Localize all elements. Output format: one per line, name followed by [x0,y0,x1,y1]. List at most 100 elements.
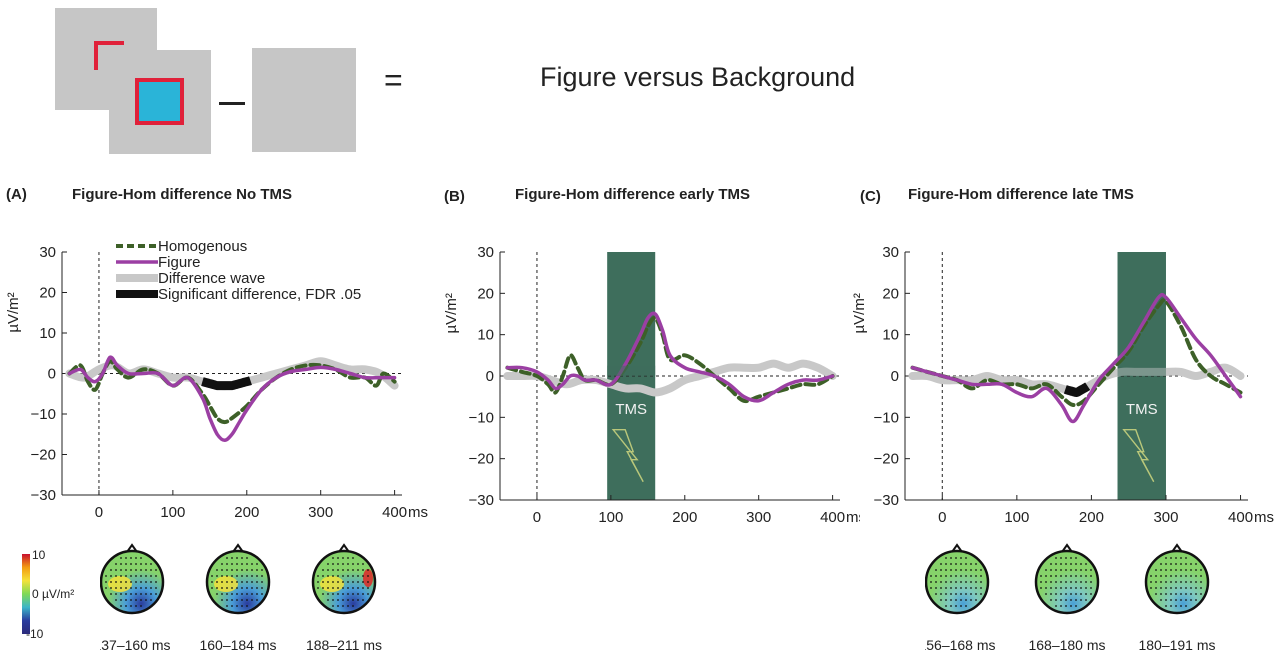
electrode-dot [1085,569,1087,571]
electrode-dot [140,605,142,607]
electrode-dot [1085,563,1087,565]
legend-label: Figure [158,254,201,271]
electrode-dot [256,575,258,577]
legend-swatch-homogenous [116,241,158,251]
electrode-dot [1180,593,1182,595]
electrode-dot [347,605,349,607]
electrode-dot [352,587,354,589]
electrode-dot [935,581,937,583]
electrode-dot [357,569,359,571]
electrode-dot [261,569,263,571]
electrode-dot [1050,593,1052,595]
electrode-dot [1050,563,1052,565]
electrode-dot [955,563,957,565]
electrode-dot [130,605,132,607]
y-tick-label: 20 [882,285,899,302]
electrode-dot [362,563,364,565]
topomap: 137–160 ms [100,545,171,653]
electrode-dot [1065,557,1067,559]
electrode-dot [1060,593,1062,595]
electrode-dot [347,569,349,571]
electrode-dot [327,563,329,565]
electrode-dot [150,581,152,583]
y-tick-label: 30 [477,244,494,261]
y-axis-label: µV/m² [851,293,868,333]
electrode-dot [211,575,213,577]
electrode-dot [1070,605,1072,607]
electrode-dot [1165,569,1167,571]
electrode-dot [105,581,107,583]
electrode-dot [135,605,137,607]
electrode-dot [1060,587,1062,589]
electrode-dot [1045,581,1047,583]
electrode-dot [135,575,137,577]
electrode-dot [1075,557,1077,559]
electrode-dot [1045,569,1047,571]
electrode-dot [110,569,112,571]
electrode-dot [1190,587,1192,589]
topomap-time-label: 180–191 ms [1138,637,1215,653]
electrode-dot [367,587,369,589]
electrode-dot [955,581,957,583]
electrode-dot [216,581,218,583]
tms-label: TMS [615,401,647,418]
electrode-dot [1075,605,1077,607]
electrode-dot [1180,599,1182,601]
electrode-dot [945,569,947,571]
electrode-dot [236,605,238,607]
electrode-dot [1080,563,1082,565]
electrode-dot [327,587,329,589]
electrode-dot [1070,563,1072,565]
electrode-dot [241,599,243,601]
electrode-dot [1190,575,1192,577]
electrode-dot [120,557,122,559]
electrode-dot [1185,563,1187,565]
x-tick-label: 0 [938,509,946,526]
electrode-dot [130,563,132,565]
electrode-dot [960,587,962,589]
electrode-dot [135,569,137,571]
electrode-dot [221,575,223,577]
electrode-dot [950,587,952,589]
electrode-dot [251,575,253,577]
electrode-dot [935,569,937,571]
electrode-dot [342,575,344,577]
electrode-dot [1065,575,1067,577]
electrode-dot [1065,563,1067,565]
electrode-dot [960,593,962,595]
y-axis-label: µV/m² [443,293,460,333]
panel-c-letter: (C) [860,188,881,205]
electrode-dot [1170,605,1172,607]
electrode-dot [935,575,937,577]
electrode-dot [1190,593,1192,595]
electrode-dot [115,593,117,595]
electrode-dot [960,557,962,559]
electrode-dot [150,599,152,601]
electrode-dot [110,581,112,583]
electrode-dot [150,569,152,571]
electrode-dot [155,569,157,571]
electrode-dot [150,593,152,595]
electrode-dot [975,599,977,601]
electrode-dot [1195,593,1197,595]
electrode-dot [1085,599,1087,601]
topomap: 180–191 ms [1138,545,1215,653]
electrode-dot [342,587,344,589]
significant-difference [202,381,250,386]
electrode-dot [980,575,982,577]
electrode-dot [1195,581,1197,583]
electrode-dot [322,593,324,595]
electrode-dot [145,587,147,589]
electrode-dot [135,557,137,559]
electrode-dot [332,575,334,577]
electrode-dot [1070,581,1072,583]
electrode-dot [950,569,952,571]
electrode-dot [1070,575,1072,577]
electrode-dot [975,581,977,583]
electrode-dot [125,599,127,601]
electrode-dot [1195,587,1197,589]
electrode-dot [945,587,947,589]
electrode-dot [347,599,349,601]
electrode-dot [140,581,142,583]
electrode-dot [950,581,952,583]
